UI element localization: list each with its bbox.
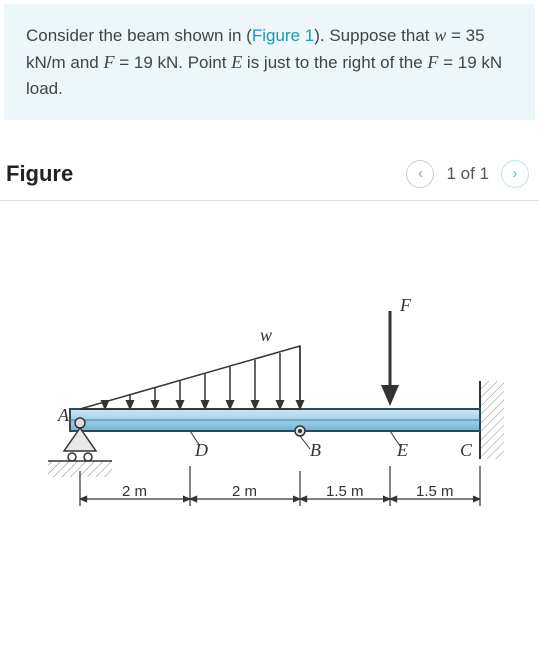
label-B: B bbox=[310, 440, 321, 460]
dim-2: 2 m bbox=[232, 483, 257, 500]
var-F2: F bbox=[427, 52, 438, 72]
var-w: w bbox=[434, 25, 446, 45]
page-indicator: 1 of 1 bbox=[446, 164, 489, 184]
label-F: F bbox=[399, 295, 412, 315]
label-A: A bbox=[57, 405, 70, 425]
dim-4: 1.5 m bbox=[416, 483, 454, 500]
figure-link[interactable]: Figure 1 bbox=[252, 26, 314, 45]
text: = 19 kN. Point bbox=[114, 53, 231, 72]
next-button[interactable]: › bbox=[501, 160, 529, 188]
prev-button[interactable]: ‹ bbox=[406, 160, 434, 188]
beam-diagram: w F A D B E C 2 m 2 m 1.5 m 1.5 m bbox=[30, 271, 530, 551]
problem-statement: Consider the beam shown in (Figure 1). S… bbox=[4, 4, 535, 120]
label-w: w bbox=[260, 325, 272, 345]
var-E: E bbox=[231, 52, 242, 72]
dim-3: 1.5 m bbox=[326, 483, 364, 500]
dim-1: 2 m bbox=[122, 483, 147, 500]
label-D: D bbox=[194, 440, 208, 460]
figure-title: Figure bbox=[6, 161, 406, 187]
label-C: C bbox=[460, 440, 473, 460]
text: ). Suppose that bbox=[314, 26, 434, 45]
text: is just to the right of the bbox=[242, 53, 427, 72]
text: Consider the beam shown in ( bbox=[26, 26, 252, 45]
var-F: F bbox=[103, 52, 114, 72]
figure-header: Figure ‹ 1 of 1 › bbox=[0, 160, 539, 201]
